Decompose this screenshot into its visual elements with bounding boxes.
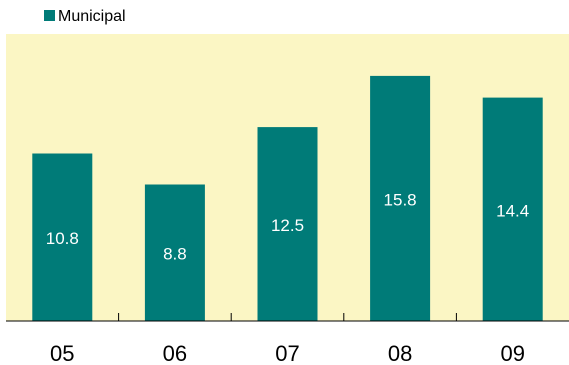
data-labels-group: 10.8 8.8 12.5 15.8 14.4 bbox=[46, 190, 529, 263]
data-label-06: 8.8 bbox=[163, 245, 187, 264]
x-tick-label-05: 05 bbox=[50, 341, 74, 365]
bar-09 bbox=[482, 97, 543, 321]
legend: Municipal bbox=[44, 8, 126, 25]
x-tick-label-06: 06 bbox=[163, 341, 187, 365]
data-label-08: 15.8 bbox=[384, 190, 417, 209]
x-axis-ticks bbox=[118, 313, 457, 321]
bar-05 bbox=[32, 153, 93, 321]
data-label-09: 14.4 bbox=[496, 201, 529, 220]
bar-08 bbox=[370, 75, 431, 322]
legend-swatch-municipal bbox=[44, 10, 55, 21]
x-axis-tick-labels: 05 06 07 08 09 bbox=[50, 341, 525, 365]
x-tick-label-09: 09 bbox=[500, 341, 524, 365]
x-tick-label-07: 07 bbox=[275, 341, 299, 365]
bar-07 bbox=[257, 127, 318, 321]
legend-label-municipal: Municipal bbox=[58, 8, 126, 25]
x-tick-label-08: 08 bbox=[388, 341, 412, 365]
bars-group bbox=[32, 75, 543, 322]
bar-06 bbox=[144, 184, 205, 321]
data-label-05: 10.8 bbox=[46, 229, 79, 248]
data-label-07: 12.5 bbox=[271, 216, 304, 235]
